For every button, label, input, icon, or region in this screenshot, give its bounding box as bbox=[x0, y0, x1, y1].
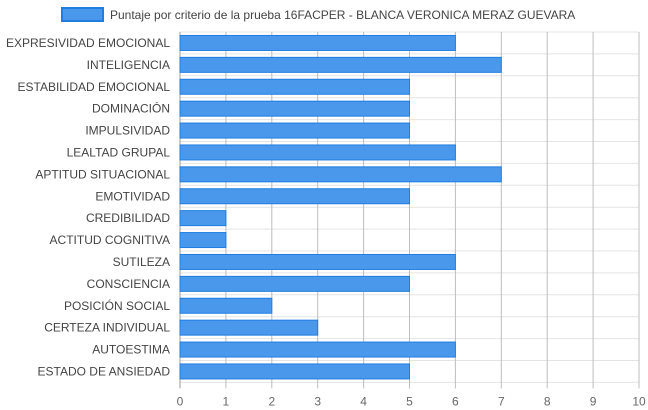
bar[interactable] bbox=[179, 100, 410, 117]
x-tick-labels: 0 1 2 3 4 5 6 7 8 9 10 bbox=[177, 394, 646, 408]
category-label: DOMINACIÓN bbox=[92, 101, 170, 116]
category-label: CONSCIENCIA bbox=[87, 277, 170, 291]
x-tick-label: 2 bbox=[268, 394, 275, 408]
category-label: SUTILEZA bbox=[113, 255, 170, 269]
bar[interactable] bbox=[179, 297, 273, 314]
category-label: ESTADO DE ANSIEDAD bbox=[38, 364, 171, 378]
x-tick-label: 1 bbox=[223, 394, 230, 408]
bar[interactable] bbox=[179, 210, 227, 227]
category-label: CREDIBILIDAD bbox=[86, 211, 170, 225]
bar[interactable] bbox=[179, 56, 502, 73]
x-tick-label: 4 bbox=[360, 394, 367, 408]
category-label: POSICIÓN SOCIAL bbox=[64, 298, 170, 313]
x-tick-label: 8 bbox=[544, 394, 551, 408]
x-tick-label: 5 bbox=[406, 394, 413, 408]
bar[interactable] bbox=[179, 166, 502, 183]
category-label: AUTOESTIMA bbox=[92, 343, 170, 357]
bar[interactable] bbox=[179, 232, 227, 249]
bar[interactable] bbox=[179, 122, 410, 139]
x-tick-label: 7 bbox=[498, 394, 505, 408]
bar-layer bbox=[179, 34, 502, 380]
category-label: LEALTAD GRUPAL bbox=[67, 145, 171, 159]
category-label: APTITUD SITUACIONAL bbox=[35, 167, 170, 181]
bar[interactable] bbox=[179, 275, 410, 292]
category-label: INTELIGENCIA bbox=[87, 58, 170, 72]
x-tick-label: 6 bbox=[452, 394, 459, 408]
bar[interactable] bbox=[179, 78, 410, 95]
category-label: EXPRESIVIDAD EMOCIONAL bbox=[6, 36, 170, 50]
x-tick-label: 10 bbox=[632, 394, 646, 408]
bar[interactable] bbox=[179, 319, 319, 336]
bar[interactable] bbox=[179, 188, 410, 205]
legend-swatch bbox=[61, 7, 104, 22]
bar[interactable] bbox=[179, 363, 410, 380]
bar[interactable] bbox=[179, 34, 456, 51]
category-label: ESTABILIDAD EMOCIONAL bbox=[18, 80, 171, 94]
category-label: EMOTIVIDAD bbox=[95, 189, 170, 203]
category-labels: EXPRESIVIDAD EMOCIONAL INTELIGENCIA ESTABI… bbox=[6, 36, 170, 379]
bar[interactable] bbox=[179, 341, 456, 358]
category-label: CERTEZA INDIVIDUAL bbox=[44, 321, 170, 335]
x-tick-label: 3 bbox=[314, 394, 321, 408]
legend-label: Puntaje por criterio de la prueba 16FACP… bbox=[110, 8, 575, 22]
bar[interactable] bbox=[179, 253, 456, 270]
category-label: IMPULSIVIDAD bbox=[85, 124, 170, 138]
bar[interactable] bbox=[179, 144, 456, 161]
x-tick-label: 9 bbox=[590, 394, 597, 408]
x-tick-label: 0 bbox=[177, 394, 184, 408]
legend[interactable]: Puntaje por criterio de la prueba 16FACP… bbox=[61, 7, 575, 22]
category-label: ACTITUD COGNITIVA bbox=[50, 233, 170, 247]
